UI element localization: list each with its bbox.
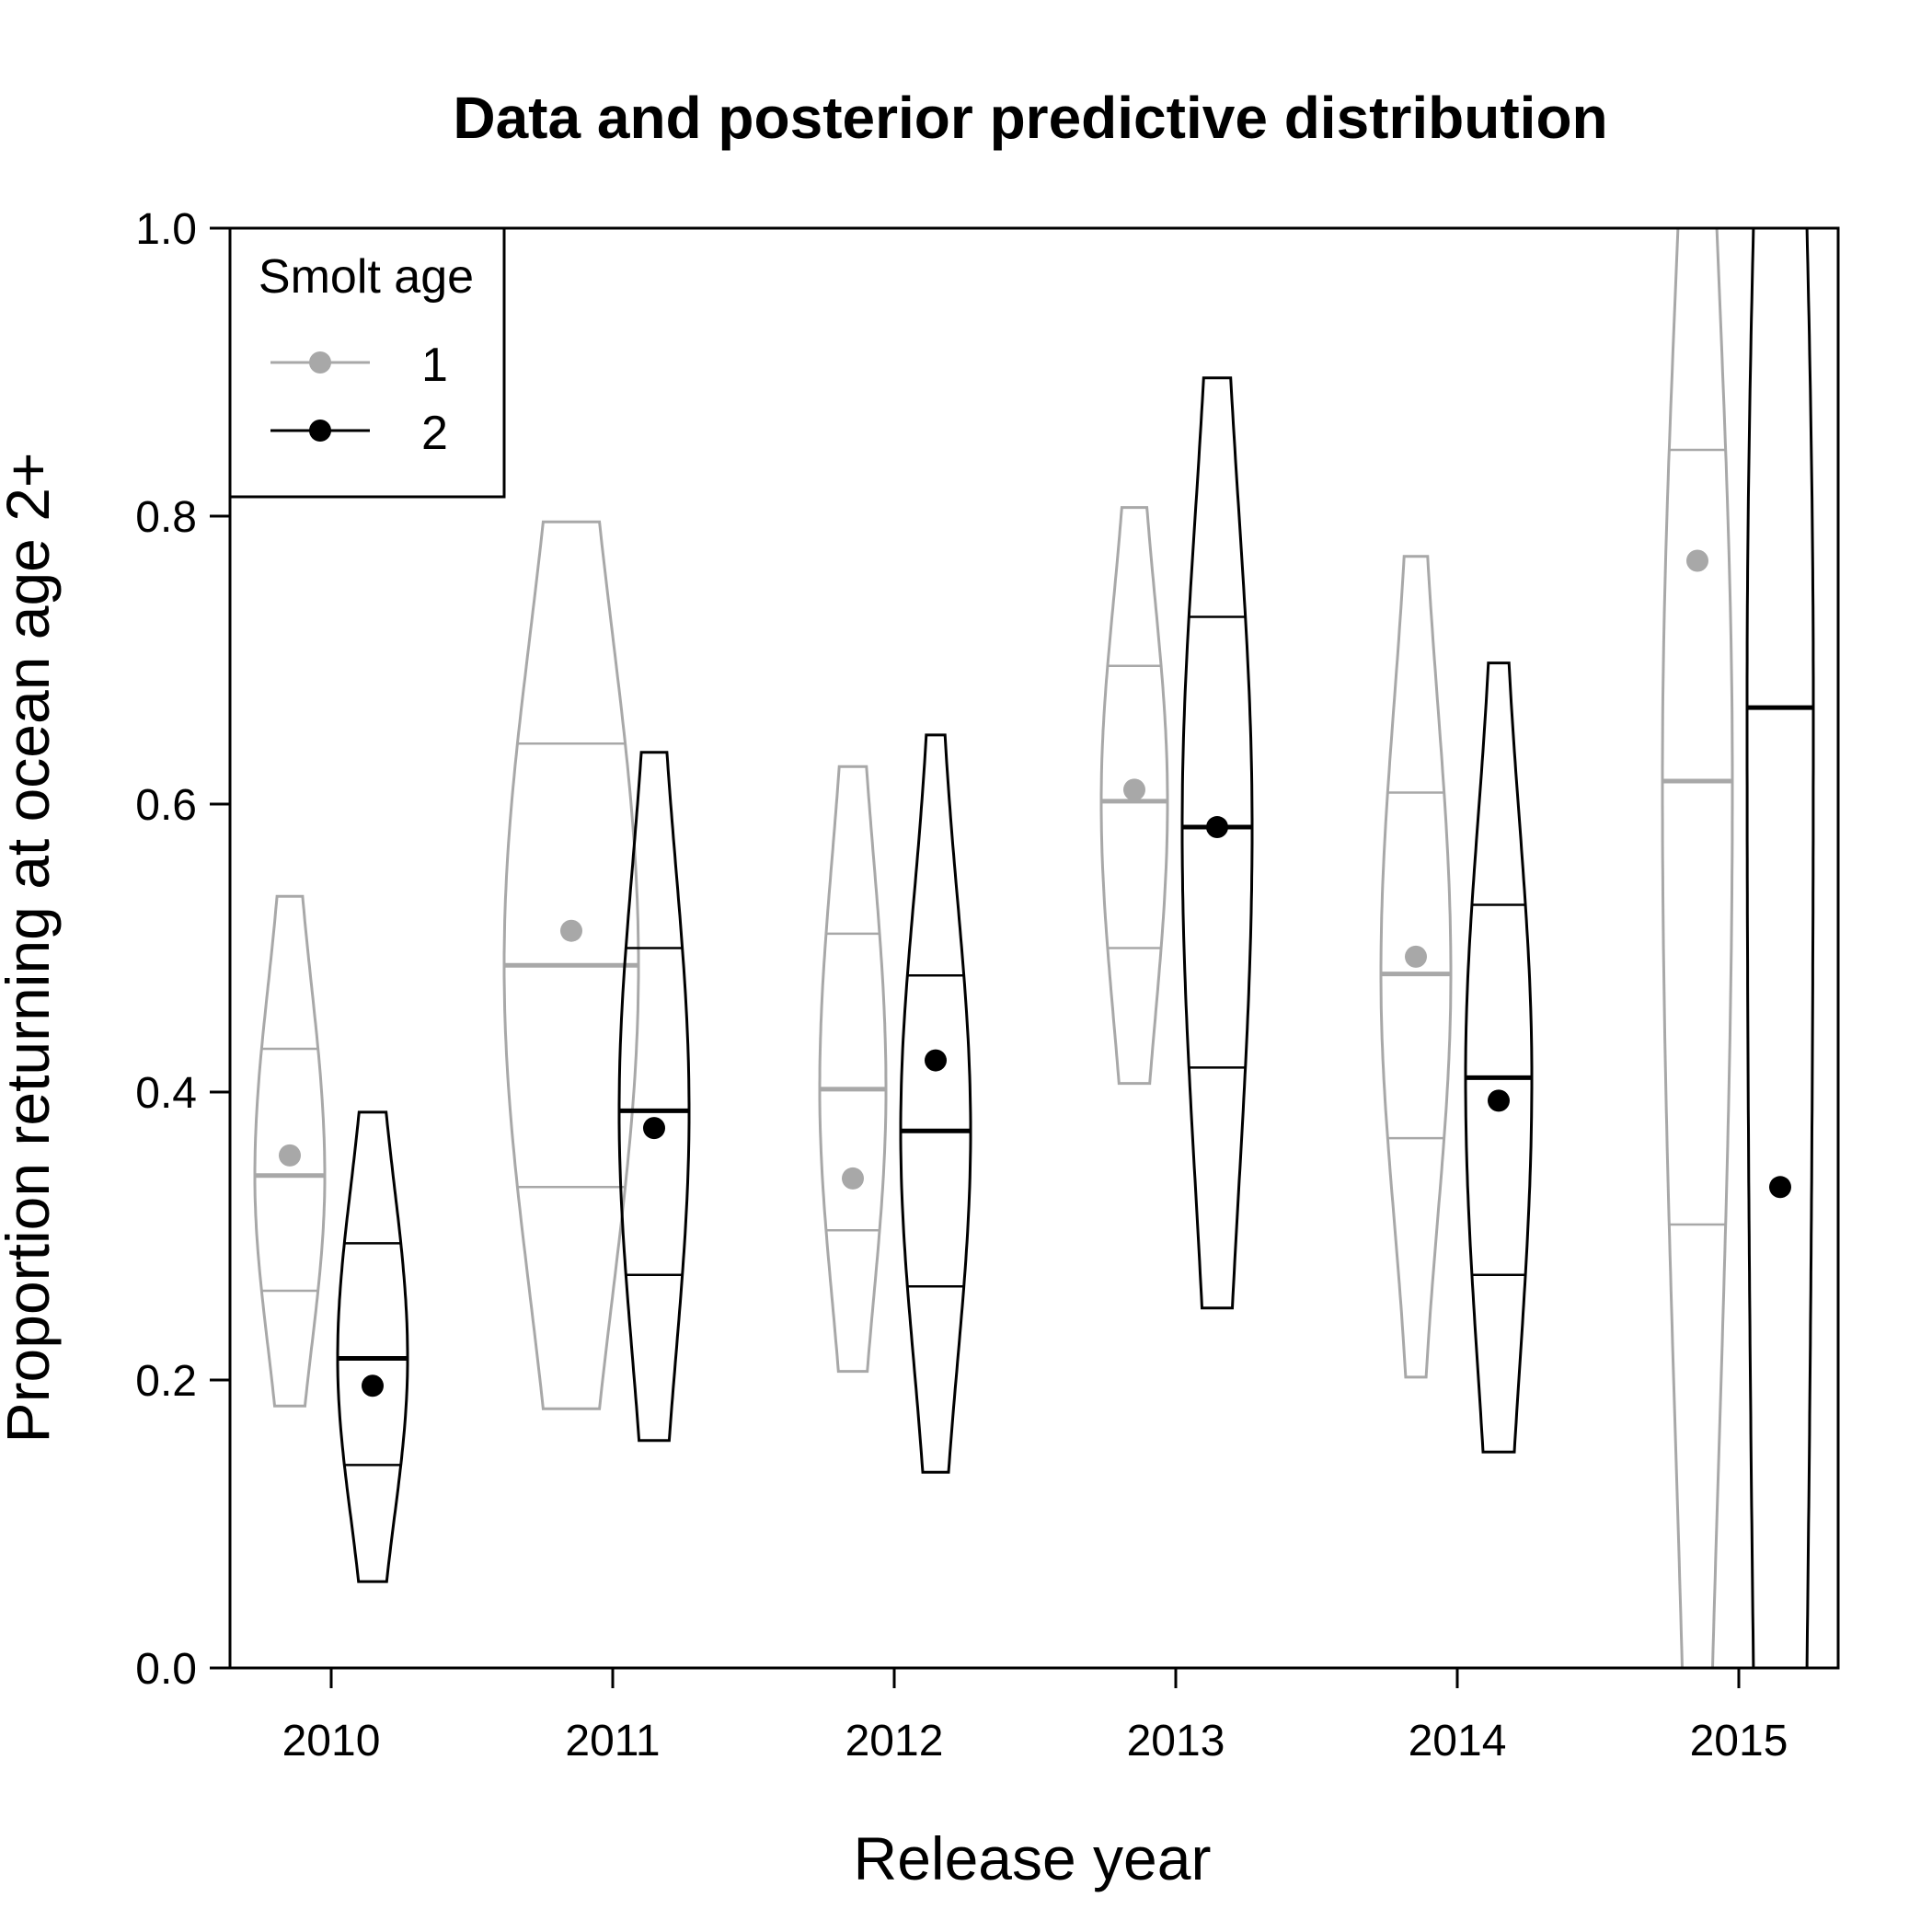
violin-outline bbox=[1180, 376, 1254, 1310]
violin-outline bbox=[253, 894, 327, 1408]
x-tick-label: 2013 bbox=[1127, 1717, 1225, 1765]
violin-age-2-2013 bbox=[1180, 376, 1254, 1310]
y-axis: 0.0 0.2 0.4 0.6 0.8 1.0 bbox=[135, 205, 230, 1694]
violin-age-2-2012 bbox=[899, 733, 972, 1474]
y-tick-label: 0.8 bbox=[135, 493, 197, 542]
violin-age-1-2011 bbox=[502, 520, 640, 1410]
x-tick-label: 2014 bbox=[1409, 1717, 1507, 1765]
y-tick-label: 0.2 bbox=[135, 1357, 197, 1406]
violin-age-1-2010 bbox=[253, 894, 327, 1408]
x-axis: 2010 2011 2012 2013 2014 2015 bbox=[282, 1668, 1788, 1765]
x-axis-label: Release year bbox=[854, 1824, 1212, 1892]
violin-age-1-2013 bbox=[1099, 506, 1169, 1086]
violin-outline bbox=[1379, 555, 1453, 1379]
legend-label-age-1: 1 bbox=[421, 339, 448, 392]
observed-point bbox=[279, 1144, 301, 1167]
observed-point bbox=[560, 919, 582, 942]
legend-marker-age-2 bbox=[309, 420, 331, 442]
observed-point bbox=[1686, 549, 1708, 572]
plot-area bbox=[253, 228, 1815, 1668]
violin-age-2-2010 bbox=[336, 1110, 409, 1583]
observed-point bbox=[925, 1049, 947, 1072]
violin-age-2-2011 bbox=[617, 751, 691, 1443]
observed-point bbox=[1123, 778, 1145, 801]
y-tick-label: 0.4 bbox=[135, 1069, 197, 1118]
observed-point bbox=[1206, 816, 1228, 839]
x-tick-label: 2012 bbox=[845, 1717, 944, 1765]
violin-outline bbox=[1661, 228, 1734, 1668]
observed-point bbox=[643, 1117, 665, 1140]
legend-label-age-2: 2 bbox=[421, 407, 448, 460]
observed-point bbox=[1405, 945, 1427, 968]
violin-outline bbox=[336, 1110, 409, 1583]
y-axis-label: Proportion returning at ocean age 2+ bbox=[0, 453, 62, 1443]
violin-age-2-2014 bbox=[1464, 661, 1534, 1454]
violin-age-1-2015 bbox=[1661, 228, 1734, 1668]
observed-point bbox=[362, 1374, 384, 1397]
y-tick-label: 0.0 bbox=[135, 1645, 197, 1694]
observed-point bbox=[1488, 1089, 1510, 1112]
violin-outline bbox=[617, 751, 691, 1443]
y-tick-label: 0.6 bbox=[135, 781, 197, 830]
violin-outline bbox=[899, 733, 972, 1474]
observed-point bbox=[1769, 1176, 1791, 1199]
violin-outline bbox=[1099, 506, 1169, 1086]
violin-outline bbox=[818, 765, 888, 1374]
legend-marker-age-1 bbox=[309, 351, 331, 374]
legend-title: Smolt age bbox=[259, 250, 474, 304]
violin-outline bbox=[1464, 661, 1534, 1454]
x-tick-label: 2011 bbox=[565, 1717, 660, 1765]
x-tick-label: 2010 bbox=[282, 1717, 381, 1765]
y-tick-label: 1.0 bbox=[135, 205, 197, 254]
violin-age-1-2012 bbox=[818, 765, 888, 1374]
chart-title: Data and posterior predictive distributi… bbox=[453, 85, 1607, 151]
x-tick-label: 2015 bbox=[1690, 1717, 1788, 1765]
violin-age-1-2014 bbox=[1379, 555, 1453, 1379]
violin-outline bbox=[1745, 228, 1815, 1668]
plot-frame bbox=[228, 226, 1840, 1670]
legend: Smolt age 1 2 bbox=[228, 226, 506, 499]
observed-point bbox=[842, 1167, 864, 1190]
violin-age-2-2015 bbox=[1745, 228, 1815, 1668]
